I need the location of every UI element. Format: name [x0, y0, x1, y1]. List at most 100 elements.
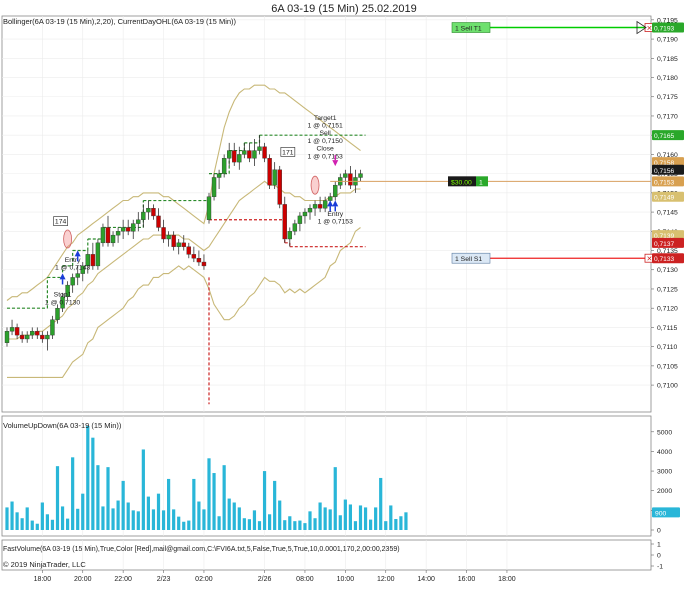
- price-tick-label: 0,7130: [657, 267, 678, 274]
- volume-bar: [192, 478, 196, 530]
- volume-bar: [60, 506, 65, 530]
- volume-bar: [399, 516, 403, 530]
- candle-up: [80, 265, 85, 274]
- volume-bar: [55, 466, 60, 530]
- candle-down: [186, 246, 192, 255]
- buy-arrow-icon: [59, 273, 66, 280]
- candle-down: [35, 331, 40, 336]
- position-pnl-tag[interactable]: [448, 176, 476, 187]
- volume-bar: [389, 505, 393, 530]
- candle-down: [282, 204, 287, 240]
- volume-bar: [404, 512, 408, 530]
- volume-bar: [202, 509, 206, 530]
- candle-up: [211, 177, 217, 197]
- target-order-label: 1 Sell T1: [455, 26, 482, 33]
- candle-down: [267, 158, 272, 186]
- volume-bar: [20, 518, 24, 530]
- volume-bar: [126, 502, 130, 530]
- volume-bar: [384, 521, 388, 530]
- volume-bar: [283, 520, 287, 530]
- volume-bar: [101, 506, 105, 530]
- price-tick-label: 0,7195: [657, 17, 678, 24]
- volume-bar: [278, 500, 282, 530]
- stop-order-tag[interactable]: [451, 252, 491, 264]
- candle-down: [105, 227, 111, 244]
- volume-axis-badge: [652, 507, 680, 518]
- candle-down: [247, 150, 252, 159]
- candle-down: [348, 173, 353, 186]
- candle-down: [196, 258, 202, 263]
- volume-bar: [141, 449, 145, 530]
- volume-bar: [358, 505, 363, 530]
- time-tick-label: 22:00: [114, 576, 132, 583]
- candle-down: [14, 327, 20, 336]
- candle-up: [95, 242, 101, 267]
- volume-tick-label: 2000: [657, 488, 672, 495]
- candlesticks: [4, 135, 363, 351]
- candle-up: [146, 208, 151, 213]
- candle-up: [176, 242, 181, 247]
- candle-down: [19, 334, 25, 340]
- volume-axis-badge-text: 900: [655, 510, 667, 517]
- volume-tick-label: 3000: [657, 469, 672, 476]
- volume-bar: [177, 516, 181, 530]
- position-qty-tag[interactable]: [476, 176, 488, 187]
- price-tick-label: 0,7185: [657, 56, 678, 63]
- volume-bar: [212, 473, 216, 530]
- candle-up: [60, 296, 65, 309]
- volume-bar: [116, 500, 120, 530]
- price-axis-badge: [652, 230, 684, 241]
- price-axis-badge: [652, 191, 684, 202]
- volume-bars: [5, 425, 408, 530]
- volume-bar: [172, 509, 176, 530]
- candle-up: [206, 196, 212, 220]
- price-axis-badge: [652, 164, 684, 175]
- price-axis-badge: [652, 176, 684, 187]
- fastvolume-tick-label: 0: [657, 553, 661, 560]
- trade-annotation-text: Close: [316, 146, 334, 153]
- candle-up: [100, 227, 106, 244]
- buy-arrow-icon: [332, 200, 339, 207]
- order-lines[interactable]: 1 Sell T1 ✕ 1 Sell S1 ✕ $30.00 1: [330, 20, 654, 264]
- trade-annotation-text: 174: [55, 219, 67, 226]
- price-tick-label: 0,7175: [657, 94, 678, 101]
- candle-down: [161, 227, 166, 240]
- candle-up: [4, 331, 10, 343]
- fastvolume-tick-label: -1: [657, 564, 663, 571]
- candle-down: [201, 261, 207, 267]
- panel-frame-0: [1, 15, 652, 413]
- price-tick-label: 0,7115: [657, 325, 678, 332]
- time-tick-label: 08:00: [296, 576, 314, 583]
- trade-annotation-text: Entry: [327, 211, 343, 218]
- time-tick-label: 16:00: [458, 576, 476, 583]
- candle-up: [333, 184, 338, 197]
- volume-bar: [343, 499, 347, 530]
- volume-bar: [313, 518, 317, 530]
- candle-down: [181, 242, 186, 247]
- window-title: 6A 03-19 (15 Min) 25.02.2019: [271, 3, 417, 15]
- volume-bar: [338, 515, 342, 530]
- price-axis-badge-text: 0,7137: [654, 241, 675, 248]
- candle-up: [65, 284, 70, 297]
- price-axis-badge-text: 0,7133: [654, 256, 675, 263]
- stop-cancel-icon-glyph: ✕: [647, 256, 653, 263]
- candle-up: [343, 173, 348, 178]
- play-icon[interactable]: [636, 20, 647, 35]
- volume-bar: [10, 501, 14, 530]
- price-axis-badge-text: 0,7158: [654, 160, 675, 167]
- candle-up: [85, 254, 91, 267]
- volume-bar: [333, 467, 337, 530]
- candle-up: [75, 273, 80, 278]
- price-axis-badge: [652, 22, 684, 33]
- bollinger-upper-band: [6, 84, 361, 301]
- candle-down: [40, 334, 45, 340]
- stop-order-label: 1 Sell S1: [455, 256, 482, 263]
- volume-bar: [167, 478, 171, 530]
- candle-up: [307, 208, 313, 213]
- volume-bar: [303, 523, 307, 530]
- price-tick-label: 0,7110: [657, 344, 678, 351]
- buy-arrow-icon: [74, 250, 81, 257]
- target-order-tag[interactable]: [451, 22, 491, 33]
- trade-annotation-text: Stop1: [54, 292, 72, 299]
